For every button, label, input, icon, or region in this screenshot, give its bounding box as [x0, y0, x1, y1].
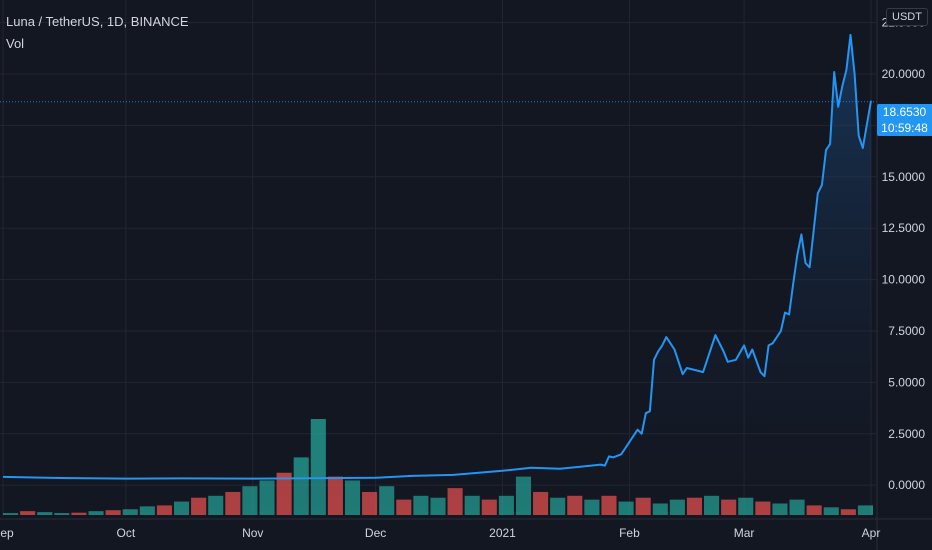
price-tick-label: 2.5000 — [888, 427, 925, 441]
time-axis[interactable]: Sep Oct Nov Dec 2021 Feb Mar Apr — [0, 518, 932, 540]
price-axis[interactable]: 0.0000 2.5000 5.0000 7.5000 10.0000 12.5000 15… — [876, 0, 926, 550]
price-area-fill — [3, 34, 871, 517]
last-price-value: 18.6530 — [882, 105, 927, 119]
price-line-path — [2, 33, 872, 480]
time-tick-label: Feb — [619, 526, 640, 540]
price-tick-label: 5.0000 — [888, 375, 925, 389]
time-tick-label: Dec — [365, 526, 386, 540]
last-price-tag: 18.6530 10:59:48 — [877, 104, 932, 136]
price-tick-label: 10.0000 — [882, 273, 926, 287]
price-area — [3, 34, 871, 517]
time-tick-label: Oct — [116, 526, 135, 540]
price-tick-label: 0.0000 — [888, 478, 925, 492]
price-tick-label: 20.0000 — [882, 67, 926, 81]
time-tick-label: Apr — [862, 526, 881, 540]
time-tick-label: 2021 — [489, 526, 516, 540]
price-tick-label: 15.0000 — [882, 170, 926, 184]
price-line — [2, 33, 872, 480]
time-tick-label: Nov — [242, 526, 263, 540]
time-tick-label: Mar — [734, 526, 755, 540]
symbol-title[interactable]: Luna / TetherUS, 1D, BINANCE — [6, 14, 189, 29]
price-tick-label: 12.5000 — [882, 221, 926, 235]
time-tick-label: Sep — [0, 526, 14, 540]
currency-badge[interactable]: USDT — [886, 8, 928, 26]
chart-legend: Luna / TetherUS, 1D, BINANCE Vol — [6, 12, 189, 54]
bar-countdown: 10:59:48 — [881, 121, 928, 135]
price-tick-label: 7.5000 — [888, 324, 925, 338]
volume-indicator-label[interactable]: Vol — [6, 36, 25, 51]
